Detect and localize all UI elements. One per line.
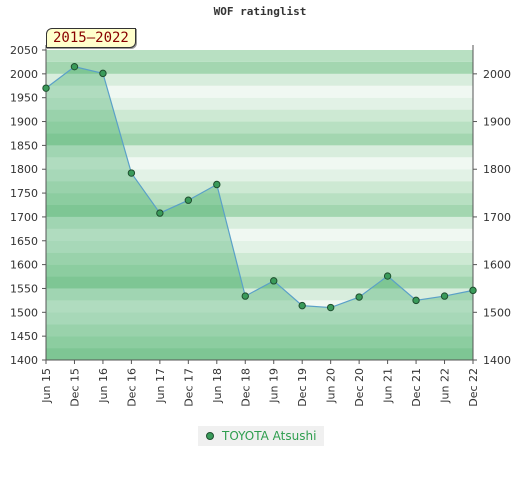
data-point bbox=[127, 169, 136, 177]
background-band bbox=[46, 157, 473, 170]
y-tick-label-left: 1550 bbox=[10, 282, 38, 295]
x-tick-label: Jun 21 bbox=[382, 368, 395, 404]
background-bands bbox=[46, 50, 473, 360]
y-tick-label-right: 2000 bbox=[483, 68, 511, 81]
background-band bbox=[46, 121, 473, 134]
legend: TOYOTA Atsushi bbox=[198, 426, 325, 446]
x-tick-label: Dec 15 bbox=[68, 368, 81, 407]
x-tick-label: Jun 19 bbox=[268, 368, 281, 404]
data-point bbox=[241, 292, 249, 300]
background-band bbox=[46, 276, 473, 289]
y-tick-label-right: 1500 bbox=[483, 306, 511, 319]
background-band bbox=[46, 97, 473, 110]
data-point bbox=[156, 209, 164, 217]
y-tick-label-left: 2050 bbox=[10, 44, 38, 57]
background-band bbox=[46, 181, 473, 194]
background-band bbox=[46, 264, 473, 277]
y-tick-label-right: 1600 bbox=[483, 259, 511, 272]
x-tick-label: Dec 21 bbox=[410, 368, 423, 407]
x-tick-label: Jun 15 bbox=[40, 368, 53, 404]
x-tick-label: Dec 18 bbox=[239, 368, 252, 407]
x-tick-label: Jun 18 bbox=[211, 368, 224, 404]
data-point bbox=[298, 301, 306, 310]
data-point bbox=[213, 180, 221, 189]
data-point bbox=[440, 292, 449, 300]
data-point bbox=[270, 277, 278, 285]
data-point bbox=[469, 286, 477, 295]
background-band bbox=[46, 288, 473, 301]
background-band bbox=[46, 133, 473, 146]
background-band bbox=[46, 228, 473, 241]
x-tick-label: Dec 19 bbox=[296, 368, 309, 407]
series-area bbox=[46, 66, 473, 360]
period-badge: 2015–2022 bbox=[46, 28, 136, 48]
area-layer bbox=[45, 66, 474, 360]
background-band bbox=[46, 252, 473, 265]
background-band bbox=[46, 312, 473, 325]
x-tick-label: Dec 20 bbox=[353, 368, 366, 407]
background-band bbox=[46, 50, 473, 62]
background-band bbox=[46, 73, 473, 86]
y-tick-label-right: 1800 bbox=[483, 163, 511, 176]
background-band bbox=[46, 324, 473, 337]
background-band bbox=[46, 109, 473, 122]
y-tick-label-left: 1950 bbox=[10, 92, 38, 105]
x-tick-label: Dec 17 bbox=[182, 368, 195, 407]
x-tick-label: Dec 22 bbox=[467, 368, 480, 407]
x-tick-label: Jun 20 bbox=[325, 368, 338, 404]
x-tick-label: Jun 22 bbox=[439, 368, 452, 404]
background-band bbox=[46, 169, 473, 182]
background-band bbox=[46, 145, 473, 158]
background-band bbox=[46, 240, 473, 253]
background-band bbox=[46, 336, 473, 349]
tick-labels: 1400 1450 1500 1550 1600 1650 1700 1750 1800 1850… bbox=[10, 44, 511, 407]
y-tick-label-left: 1450 bbox=[10, 330, 38, 343]
y-tick-label-left: 1650 bbox=[10, 235, 38, 248]
data-point bbox=[99, 69, 107, 78]
y-tick-label-left: 1750 bbox=[10, 187, 38, 200]
background-band bbox=[46, 348, 473, 360]
y-tick-label-left: 1850 bbox=[10, 139, 38, 152]
data-point bbox=[383, 272, 392, 280]
y-tick-label-right: 1900 bbox=[483, 116, 511, 129]
data-point bbox=[412, 296, 420, 305]
y-tick-label-right: 1700 bbox=[483, 211, 511, 224]
background-band bbox=[46, 85, 473, 98]
legend-marker bbox=[206, 432, 214, 440]
data-points bbox=[42, 62, 477, 312]
data-point bbox=[42, 84, 50, 92]
y-tick-label-left: 1400 bbox=[10, 354, 38, 367]
chart-title: WOF ratinglist bbox=[213, 5, 307, 18]
y-tick-label-left: 1900 bbox=[10, 116, 38, 129]
axes bbox=[42, 45, 477, 364]
data-point bbox=[326, 303, 335, 312]
background-band bbox=[46, 193, 473, 205]
y-tick-label-left: 1600 bbox=[10, 259, 38, 272]
y-tick-label-left: 1800 bbox=[10, 163, 38, 176]
y-tick-label-left: 1500 bbox=[10, 306, 38, 319]
background-band bbox=[46, 216, 473, 229]
legend-label: TOYOTA Atsushi bbox=[222, 429, 317, 443]
y-tick-label-right: 1400 bbox=[483, 354, 511, 367]
y-tick-label-left: 2000 bbox=[10, 68, 38, 81]
x-tick-label: Jun 16 bbox=[97, 368, 110, 404]
y-tick-label-left: 1700 bbox=[10, 211, 38, 224]
series-line bbox=[45, 66, 474, 309]
background-band bbox=[46, 205, 473, 217]
background-band bbox=[46, 300, 473, 313]
data-point bbox=[70, 62, 79, 71]
data-point bbox=[184, 196, 193, 204]
data-point bbox=[355, 293, 363, 301]
background-band bbox=[46, 61, 473, 74]
x-tick-label: Dec 16 bbox=[125, 368, 138, 407]
x-tick-label: Jun 17 bbox=[154, 368, 167, 404]
